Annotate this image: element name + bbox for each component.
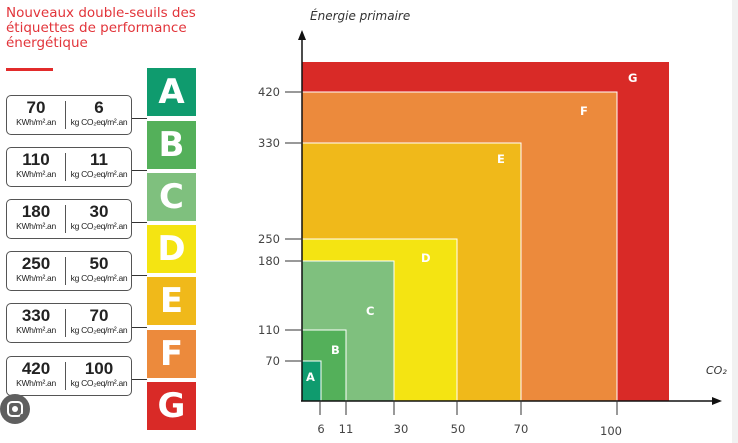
energy-unit: KWh/m².an <box>16 378 56 388</box>
energy-unit: KWh/m².an <box>16 169 56 179</box>
x-axis-arrow-icon <box>712 397 722 405</box>
energy-unit: KWh/m².an <box>16 221 56 231</box>
divider <box>65 257 66 285</box>
energy-threshold: 70 <box>26 98 46 117</box>
co2-threshold: 70 <box>89 306 109 325</box>
energy-threshold: 180 <box>21 202 51 221</box>
zone-label-f: F <box>580 104 588 118</box>
co2-threshold: 50 <box>89 254 109 273</box>
threshold-box-d-e: 250 KWh/m².an 50 kg CO₂eq/m².an <box>6 251 132 291</box>
y-tick-label: 420 <box>258 85 280 99</box>
threshold-box-c-d: 180 KWh/m².an 30 kg CO₂eq/m².an <box>6 199 132 239</box>
zone-label-b: B <box>331 343 340 357</box>
zone-label-a: A <box>306 370 315 384</box>
grade-tile-e: E <box>147 277 196 325</box>
energy-unit: KWh/m².an <box>16 325 56 335</box>
x-tick-label: 30 <box>393 422 409 436</box>
title-underline <box>6 68 53 71</box>
energy-unit: KWh/m².an <box>16 117 56 127</box>
scrollbar[interactable] <box>732 0 738 443</box>
divider <box>65 362 66 390</box>
co2-unit: kg CO₂eq/m².an <box>70 117 128 127</box>
energy-unit: KWh/m².an <box>16 273 56 283</box>
grade-tile-g: G <box>147 382 196 430</box>
energy-threshold: 250 <box>21 254 51 273</box>
zone-label-c: C <box>366 304 375 318</box>
x-tick-label: 6 <box>317 422 325 436</box>
y-axis-title: Énergie primaire <box>310 9 411 23</box>
grade-tile-a: A <box>147 68 196 116</box>
y-tick-label: 70 <box>265 354 280 368</box>
connector-line <box>132 379 147 380</box>
co2-unit: kg CO₂eq/m².an <box>70 325 128 335</box>
page-title: Nouveaux double-seuils des étiquettes de… <box>6 5 196 51</box>
y-tick-label: 250 <box>258 232 280 246</box>
connector-line <box>132 327 147 328</box>
threshold-box-a-b: 70 KWh/m².an 6 kg CO₂eq/m².an <box>6 95 132 135</box>
divider <box>65 101 66 129</box>
threshold-box-e-f: 330 KWh/m².an 70 kg CO₂eq/m².an <box>6 303 132 343</box>
co2-threshold: 11 <box>90 150 108 169</box>
zone-label-e: E <box>497 152 505 166</box>
divider <box>65 153 66 181</box>
x-tick-label: 50 <box>450 422 466 436</box>
connector-line <box>132 275 147 276</box>
energy-threshold: 420 <box>21 359 51 378</box>
x-tick-label: 11 <box>338 422 354 436</box>
grade-tile-c: C <box>147 173 196 221</box>
x-axis-title: CO₂ <box>706 364 727 377</box>
x-tick-label: 100 <box>600 424 622 438</box>
zone-label-g: G <box>628 71 638 85</box>
lens-search-icon[interactable] <box>0 394 30 424</box>
threshold-box-b-c: 110 KWh/m².an 11 kg CO₂eq/m².an <box>6 147 132 187</box>
x-tick-label: 70 <box>513 422 529 436</box>
grade-tile-d: D <box>147 225 196 273</box>
zone-label-d: D <box>421 251 431 265</box>
connector-line <box>132 222 147 223</box>
co2-threshold: 30 <box>89 202 109 221</box>
y-tick-label: 180 <box>258 254 280 268</box>
y-tick-label: 110 <box>258 323 280 337</box>
co2-unit: kg CO₂eq/m².an <box>70 273 128 283</box>
co2-threshold: 6 <box>94 98 104 117</box>
divider <box>65 309 66 337</box>
grade-tile-b: B <box>147 121 196 169</box>
threshold-box-f-g: 420 KWh/m².an 100 kg CO₂eq/m².an <box>6 356 132 396</box>
connector-line <box>132 118 147 119</box>
co2-unit: kg CO₂eq/m².an <box>70 221 128 231</box>
y-axis-arrow-icon <box>298 30 306 40</box>
grade-tile-f: F <box>147 330 196 378</box>
energy-threshold: 110 <box>22 150 50 169</box>
y-tick-label: 330 <box>258 136 280 150</box>
co2-unit: kg CO₂eq/m².an <box>70 169 128 179</box>
co2-unit: kg CO₂eq/m².an <box>70 378 128 388</box>
divider <box>65 205 66 233</box>
energy-threshold: 330 <box>21 306 51 325</box>
co2-threshold: 100 <box>84 359 114 378</box>
connector-line <box>132 170 147 171</box>
